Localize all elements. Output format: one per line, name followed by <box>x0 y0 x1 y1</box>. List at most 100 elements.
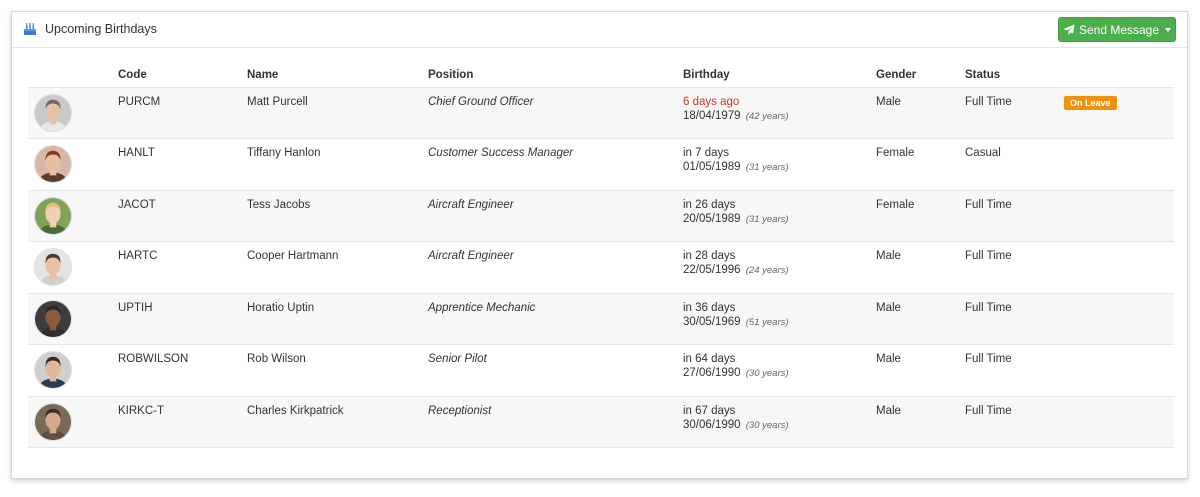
status-cell: Full Time <box>965 250 1012 262</box>
birthday-date: 20/05/1989 <box>683 212 741 225</box>
badge-cell <box>1064 190 1174 242</box>
avatar-cell <box>28 139 118 191</box>
table-row[interactable]: UPTIH Horatio Uptin Apprentice Mechanic … <box>28 293 1174 345</box>
badge-cell <box>1064 242 1174 294</box>
gender-cell: Female <box>876 198 915 211</box>
birthday-date-line: 01/05/1989 (31 years) <box>683 161 876 173</box>
gender-cell: Male <box>876 250 901 262</box>
status-cell: Casual <box>965 147 1001 159</box>
code-cell: JACOT <box>118 198 156 211</box>
birthday-date: 22/05/1996 <box>683 264 741 276</box>
column-header-status[interactable]: Status <box>965 63 1064 88</box>
table-row[interactable]: ROBWILSON Rob Wilson Senior Pilot in 64 … <box>28 344 1174 397</box>
gender-cell: Female <box>876 147 915 159</box>
birthday-relative: in 64 days <box>683 353 736 365</box>
avatar[interactable] <box>34 145 72 183</box>
table-row[interactable]: HANLT Tiffany Hanlon Customer Success Ma… <box>28 138 1174 191</box>
table-row[interactable]: PURCM Matt Purcell Chief Ground Officer … <box>28 87 1174 139</box>
birthday-relative: in 7 days <box>683 147 730 159</box>
name-cell[interactable]: Tess Jacobs <box>247 198 311 211</box>
name-cell[interactable]: Rob Wilson <box>247 353 306 365</box>
status-cell: Full Time <box>965 301 1012 314</box>
code-cell: HANLT <box>118 147 155 159</box>
birthday-cell: in 26 days 20/05/1989 (31 years) <box>683 190 876 242</box>
avatar[interactable] <box>34 351 72 389</box>
column-header-name[interactable]: Name <box>247 63 428 88</box>
age: (24 years) <box>745 265 789 276</box>
birthday-date-line: 30/06/1990 (30 years) <box>683 419 876 431</box>
position-cell: Customer Success Manager <box>428 147 574 159</box>
caret-down-icon <box>1165 27 1172 32</box>
table-row[interactable]: JACOT Tess Jacobs Aircraft Engineer in 2… <box>28 190 1174 242</box>
gender-cell: Male <box>876 301 901 314</box>
position-cell: Apprentice Mechanic <box>428 301 536 314</box>
position-cell: Receptionist <box>428 404 492 417</box>
birthday-date-line: 20/05/1989 (31 years) <box>683 213 876 225</box>
birthday-date-line: 30/05/1969 (51 years) <box>683 316 876 328</box>
age: (31 years) <box>745 213 789 225</box>
birthday-cake-icon <box>24 23 36 35</box>
column-header-birthday[interactable]: Birthday <box>683 63 876 88</box>
birthday-date: 30/06/1990 <box>683 418 741 431</box>
name-cell[interactable]: Cooper Hartmann <box>247 250 339 262</box>
badge-cell <box>1064 345 1174 397</box>
column-header-avatar <box>28 63 118 88</box>
birthday-relative: in 67 days <box>683 404 736 417</box>
age: (30 years) <box>745 368 789 379</box>
avatar-cell <box>28 87 118 139</box>
birthday-cell: in 28 days 22/05/1996 (24 years) <box>683 242 876 294</box>
birthday-relative: in 36 days <box>683 301 736 314</box>
birthday-cell: in 67 days 30/06/1990 (30 years) <box>683 396 876 448</box>
avatar[interactable] <box>34 299 72 338</box>
avatar-cell <box>28 345 118 397</box>
badge-cell <box>1064 396 1174 448</box>
birthday-cell: in 36 days 30/05/1969 (51 years) <box>683 293 876 345</box>
name-cell[interactable]: Charles Kirkpatrick <box>247 404 344 417</box>
gender-cell: Male <box>876 404 901 417</box>
birthday-date: 30/05/1969 <box>683 315 741 328</box>
birthday-date: 18/04/1979 <box>683 109 741 122</box>
status-cell: Full Time <box>965 95 1012 108</box>
status-cell: Full Time <box>965 353 1012 365</box>
code-cell: PURCM <box>118 95 161 108</box>
avatar[interactable] <box>34 93 72 132</box>
avatar-cell <box>28 293 118 345</box>
table-header-row: Code Name Position Birthday Gender Statu… <box>28 63 1174 88</box>
column-header-gender[interactable]: Gender <box>876 63 965 88</box>
badge-cell <box>1064 139 1174 191</box>
birthday-relative: in 26 days <box>683 198 736 211</box>
panel-header: Upcoming Birthdays Send Message <box>12 12 1187 48</box>
code-cell: UPTIH <box>118 301 153 314</box>
panel-title: Upcoming Birthdays <box>45 22 157 36</box>
gender-cell: Male <box>876 353 901 365</box>
birthday-relative: in 28 days <box>683 250 736 262</box>
name-cell[interactable]: Tiffany Hanlon <box>247 147 321 159</box>
age: (30 years) <box>745 419 789 431</box>
birthday-cell: in 7 days 01/05/1989 (31 years) <box>683 139 876 191</box>
name-cell[interactable]: Horatio Uptin <box>247 301 315 314</box>
birthday-date: 01/05/1989 <box>683 161 741 173</box>
table-row[interactable]: KIRKC-T Charles Kirkpatrick Receptionist… <box>28 396 1174 448</box>
upcoming-birthdays-panel: Upcoming Birthdays Send Message Code Nam… <box>11 11 1188 479</box>
badge-cell <box>1064 293 1174 345</box>
on-leave-badge: On Leave <box>1064 95 1117 110</box>
status-cell: Full Time <box>965 404 1012 417</box>
age: (42 years) <box>745 110 789 122</box>
avatar[interactable] <box>34 196 72 235</box>
table-row[interactable]: HARTC Cooper Hartmann Aircraft Engineer … <box>28 241 1174 294</box>
avatar[interactable] <box>34 402 72 441</box>
birthdays-table: Code Name Position Birthday Gender Statu… <box>28 63 1174 448</box>
avatar-cell <box>28 242 118 294</box>
age: (31 years) <box>745 162 789 173</box>
column-header-code[interactable]: Code <box>118 63 247 88</box>
birthday-date-line: 18/04/1979 (42 years) <box>683 110 876 122</box>
send-message-button[interactable]: Send Message <box>1058 17 1176 42</box>
column-header-position[interactable]: Position <box>428 63 683 88</box>
gender-cell: Male <box>876 95 901 108</box>
column-header-badge <box>1064 63 1174 88</box>
avatar[interactable] <box>34 248 72 286</box>
age: (51 years) <box>745 316 789 328</box>
position-cell: Aircraft Engineer <box>428 250 514 262</box>
avatar-cell <box>28 190 118 242</box>
name-cell[interactable]: Matt Purcell <box>247 95 308 108</box>
